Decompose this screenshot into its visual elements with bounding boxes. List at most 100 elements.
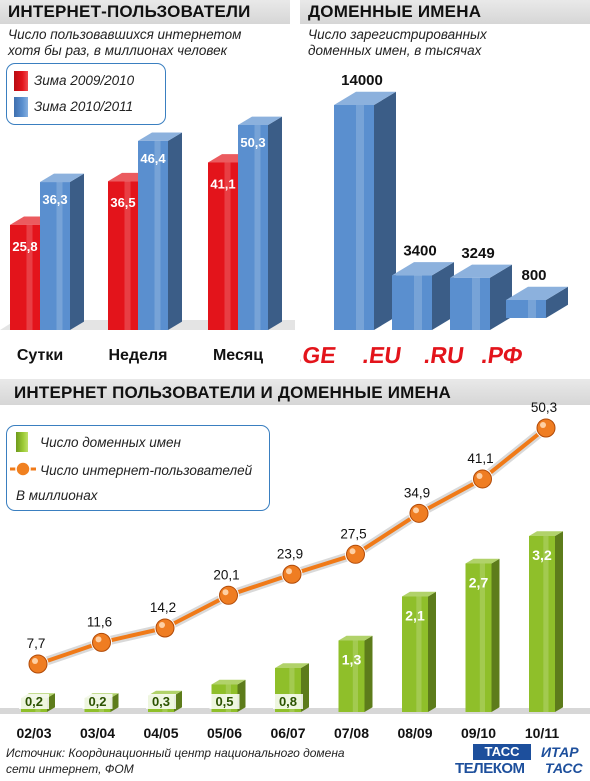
combined-point-5 [345,543,366,565]
domains-bar-3-front [506,300,546,318]
combined-point-shine-5 [349,548,356,555]
logo-itar-tass: ИТАР ТАСС [537,744,587,778]
combined-bar-5-top [338,635,373,641]
legend-label-users: Число интернет-пользователей [40,463,253,478]
combined-bar-value-6: 2,1 [405,608,425,624]
combined-bar-7-highlight [479,563,485,712]
domains-value-3: 800 [521,267,546,284]
combined-point-shine-1 [95,636,102,643]
combined-category-0: 02/03 [16,725,51,741]
users-chart-title: ИНТЕРНЕТ-ПОЛЬЗОВАТЕЛИ [8,2,251,21]
combined-point-dot-7 [473,469,492,489]
users-title-band [0,0,290,24]
users-bar-1-0-highlight [124,181,131,330]
combined-bar-label-bg-2 [146,694,176,709]
users-category-2: Месяц [213,347,263,364]
combined-point-dot-1 [92,632,111,652]
legend-units: В миллионах [16,488,98,503]
combined-point-dot-3 [219,585,238,605]
combined-bar-label-bg-1 [82,694,113,709]
combined-point-dot-0 [28,654,48,674]
domains-bar-chart: 14000 3400 3249 800 .GE .EU .RU .РФ [300,72,568,368]
logo-itar-bottom: ТАСС [545,760,583,776]
legend-swatch-2010 [14,97,28,117]
legend-swatch-2009 [14,71,28,91]
combined-bar-6-front [402,596,428,712]
users-bar-2-1-top [238,116,282,125]
combined-bar-label-7: 2,7 [469,575,489,591]
combined-category-8: 10/11 [525,725,559,741]
domains-bar-3-side [546,286,568,318]
users-bar-0-1 [40,173,84,330]
combined-bar-label-8: 3,2 [532,547,552,563]
combined-point-value-3: 20,1 [213,567,239,582]
users-value-0-0: 25,8 [12,239,37,254]
users-bar-chart: 25,8 36,3 Сутки 36,5 46,4 Неделя 41,1 50,3 Месяц [0,116,295,364]
users-legend [6,63,166,125]
domains-bar-1-side [432,262,454,330]
combined-point-value-2: 14,2 [150,600,176,615]
combined-point-shine-8 [540,422,546,428]
combined-point-1 [91,631,112,653]
domains-bar-1-top [392,262,454,276]
combined-bar-7 [465,558,500,712]
combined-category-4: 06/07 [270,725,305,741]
combined-bar-7-side [491,558,500,712]
domains-subtitle-line1: Число зарегистрированных [308,27,487,42]
domains-chart-title: ДОМЕННЫЕ ИМЕНА [308,2,482,21]
combined-point-value-4: 23,9 [277,546,303,561]
users-bar-0-1-top [40,173,84,183]
users-bar-2-0-front [208,162,238,330]
combined-point-shine-0 [32,658,38,664]
combined-point-8 [535,417,557,439]
users-bar-1-0-front [108,181,138,330]
domains-bar-3-top [506,286,568,300]
domains-bar-3 [506,286,568,318]
domains-bar-0-highlight [356,105,364,330]
combined-point-dot-2 [155,618,175,638]
combined-bar-label-bg-3 [209,694,240,709]
combined-bar-label-0: 0,2 [19,694,49,709]
domains-category-3: .РФ [480,342,525,368]
legend-label-2009: Зима 2009/2010 [34,73,135,88]
domains-bar-0 [334,91,396,330]
combined-point-2 [154,617,176,639]
combined-bar-6-side [428,591,436,712]
combined-point-shine-6 [413,507,419,514]
domains-bar-2-highlight [472,277,480,330]
legend-label-2010: Зима 2010/2011 [34,99,134,114]
domains-bar-1 [392,262,454,330]
domains-category-0: .GE [300,342,338,368]
combined-point-shine-3 [222,589,229,596]
users-subtitle-line2: хотя бы раз, в миллионах человек [8,43,227,58]
domains-value-1: 3400 [403,242,436,259]
combined-bar-7-top [465,558,500,564]
combined-bar-4-highlight [289,668,295,712]
domains-bar-2-front [450,277,490,330]
domains-bar-1-front [392,275,432,330]
combined-point-shine-7 [476,472,483,479]
combined-bar-value-0: 0,2 [25,694,43,709]
combined-point-value-1: 11,6 [87,614,112,629]
combined-point-dot-6 [409,503,429,523]
combined-category-5: 07/08 [334,725,369,741]
combined-category-6: 08/09 [397,725,432,741]
combined-point-4 [281,563,303,585]
logo-itar-top: ИТАР [541,744,579,760]
domains-category-1: .EU [361,342,403,368]
combined-chart-title: ИНТЕРНЕТ ПОЛЬЗОВАТЕЛИ И ДОМЕННЫЕ ИМЕНА [14,383,452,402]
combined-category-1: 03/04 [80,725,115,741]
combined-bar-label-3: 0,5 [209,694,240,709]
combined-bar-5 [338,635,373,712]
combined-bar-5-front [338,640,365,712]
users-value-2-0: 41,1 [210,176,235,191]
users-category-1: Неделя [108,347,167,364]
combined-point-value-5: 27,5 [340,526,366,541]
combined-point-value-7: 41,1 [467,451,493,466]
combined-title-band [0,379,590,405]
combined-bar-3-top [211,679,246,685]
users-value-1-1: 46,4 [140,151,166,166]
combined-bar-value-4: 0,8 [279,694,297,709]
combined-point-shine-4 [286,568,292,575]
